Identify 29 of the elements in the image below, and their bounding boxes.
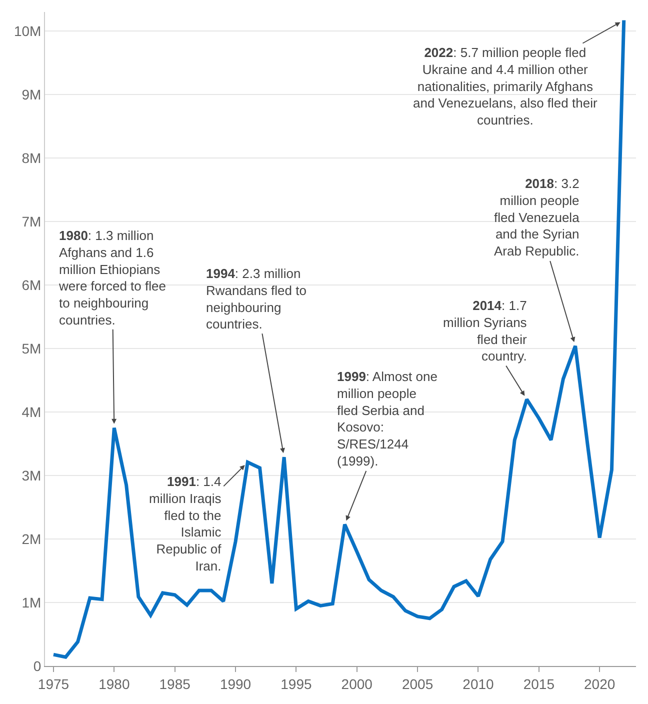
- x-tick-label: 2005: [402, 676, 434, 692]
- annotation: 1999: Almost one million people fled Serbia and Kosovo: S/RES/1244 (1999).: [337, 369, 438, 468]
- y-tick-label: 9M: [22, 86, 42, 102]
- annotation: 2018: 3.2 million people fled Venezuela and the Syrian Arab Republic.: [494, 176, 580, 259]
- y-tick-label: 8M: [22, 150, 42, 166]
- y-tick-label: 4M: [22, 404, 42, 420]
- x-tick-label: 1975: [38, 676, 70, 692]
- y-tick-label: 1M: [22, 594, 42, 610]
- x-tick-label: 2000: [341, 676, 373, 692]
- annotation: 1991: 1.4 million Iraqis fled to the Islamic Republic of Iran.: [149, 474, 222, 574]
- x-tick-label: 1990: [220, 676, 252, 692]
- x-tick-label: 1985: [159, 676, 191, 692]
- y-tick-label: 0: [33, 658, 42, 674]
- y-tick-label: 7M: [22, 213, 42, 230]
- line-series: [52, 18, 626, 659]
- x-tick-label: 2010: [462, 676, 494, 692]
- x-tick-label: 2015: [523, 676, 555, 692]
- annotation: 2022: 5.7 million people fled Ukraine and 4.4 million other nationalities, primarily Afghans and Venezuelans, also fled their countries.: [413, 45, 598, 128]
- x-tick-label: 2020: [584, 676, 616, 692]
- annotation: 1980: 1.3 million Afghans and 1.6 million Ethiopians were forced to flee to neighbouring countries.: [58, 228, 166, 328]
- x-tick-label: 1995: [280, 676, 312, 692]
- y-tick-label: 5M: [22, 340, 42, 356]
- annotation: 1994: 2.3 million Rwandans fled to neighbouring countries.: [206, 266, 306, 332]
- y-tick-label: 10M: [14, 22, 42, 39]
- y-tick-label: 2M: [22, 530, 42, 547]
- y-tick-label: 6M: [22, 276, 42, 293]
- y-tick-label: 3M: [22, 467, 42, 484]
- annotation: 2014: 1.7 million Syrians fled their country.: [443, 298, 528, 364]
- x-tick-label: 1980: [98, 676, 130, 692]
